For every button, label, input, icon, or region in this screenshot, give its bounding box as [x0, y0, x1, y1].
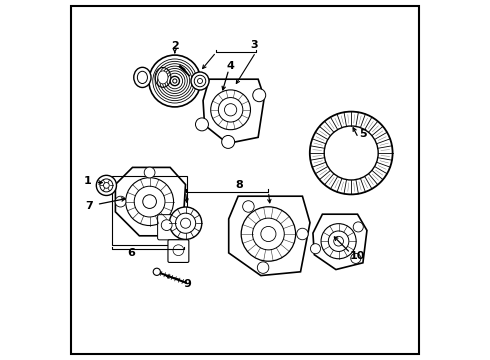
Ellipse shape [134, 67, 151, 87]
Circle shape [134, 186, 165, 217]
Polygon shape [229, 196, 310, 276]
Circle shape [252, 218, 284, 250]
Text: 9: 9 [183, 279, 191, 289]
Circle shape [196, 118, 208, 131]
Circle shape [175, 213, 196, 233]
Circle shape [353, 222, 363, 232]
Circle shape [324, 126, 378, 180]
Circle shape [261, 226, 276, 242]
Ellipse shape [155, 68, 171, 87]
Circle shape [321, 224, 356, 259]
FancyBboxPatch shape [168, 240, 189, 262]
Circle shape [194, 75, 206, 87]
Circle shape [296, 228, 308, 240]
Circle shape [311, 244, 320, 254]
Text: 7: 7 [86, 201, 94, 211]
Circle shape [180, 218, 191, 228]
Polygon shape [313, 214, 367, 270]
Text: 2: 2 [171, 41, 179, 51]
Circle shape [310, 112, 392, 194]
Circle shape [100, 179, 113, 192]
Circle shape [243, 201, 254, 212]
Polygon shape [203, 79, 264, 144]
Circle shape [170, 207, 202, 239]
Bar [112, 176, 187, 245]
Circle shape [103, 183, 109, 188]
Circle shape [143, 195, 156, 208]
Circle shape [173, 79, 177, 83]
Circle shape [211, 90, 250, 130]
Text: 4: 4 [227, 60, 235, 71]
Circle shape [351, 253, 361, 264]
Circle shape [153, 268, 160, 275]
Circle shape [115, 196, 126, 207]
Circle shape [144, 167, 155, 178]
Ellipse shape [158, 71, 168, 84]
Circle shape [173, 245, 184, 256]
Circle shape [241, 207, 295, 261]
Circle shape [170, 76, 179, 86]
Circle shape [197, 78, 202, 84]
Circle shape [257, 262, 269, 273]
Circle shape [224, 104, 237, 116]
Circle shape [221, 135, 235, 148]
Circle shape [97, 175, 117, 195]
Circle shape [161, 220, 172, 230]
Circle shape [334, 237, 343, 246]
Circle shape [191, 72, 209, 90]
Text: 10: 10 [350, 251, 365, 261]
Circle shape [328, 231, 349, 251]
Text: 6: 6 [128, 248, 136, 258]
FancyBboxPatch shape [158, 215, 179, 240]
Text: 8: 8 [236, 180, 244, 190]
Text: 1: 1 [84, 176, 92, 186]
Circle shape [125, 178, 173, 225]
Polygon shape [116, 167, 186, 236]
Circle shape [149, 55, 201, 107]
Ellipse shape [137, 71, 147, 84]
Text: 5: 5 [359, 129, 367, 139]
Text: 3: 3 [250, 40, 258, 50]
Circle shape [219, 98, 243, 122]
Circle shape [253, 89, 266, 102]
